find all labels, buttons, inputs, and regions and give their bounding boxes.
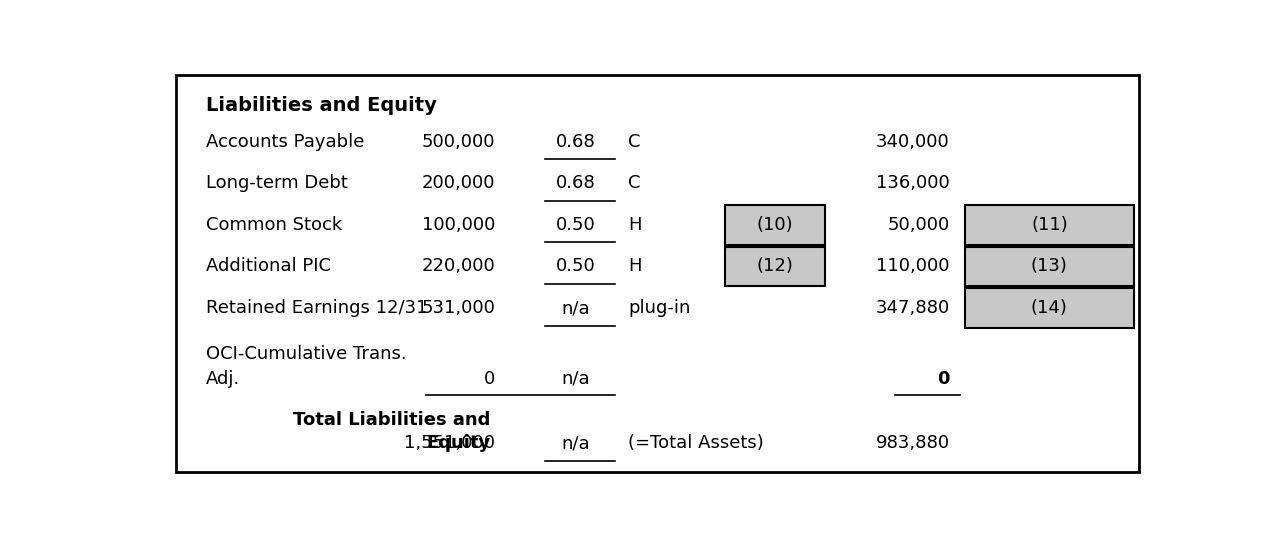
Bar — [965, 288, 1135, 328]
Text: 1,551,000: 1,551,000 — [404, 434, 496, 452]
Text: OCI-Cumulative Trans.: OCI-Cumulative Trans. — [206, 345, 407, 363]
Text: Equity: Equity — [426, 434, 491, 452]
Text: 347,880: 347,880 — [876, 299, 949, 317]
Text: 0.68: 0.68 — [555, 133, 595, 151]
Text: Retained Earnings 12/31: Retained Earnings 12/31 — [206, 299, 428, 317]
Text: (12): (12) — [756, 258, 793, 275]
Text: Common Stock: Common Stock — [206, 216, 343, 234]
Text: 220,000: 220,000 — [421, 258, 496, 275]
Text: 100,000: 100,000 — [422, 216, 496, 234]
Text: 0: 0 — [484, 370, 496, 388]
Text: Liabilities and Equity: Liabilities and Equity — [206, 96, 437, 115]
Bar — [725, 205, 824, 245]
Text: n/a: n/a — [562, 370, 590, 388]
Text: (10): (10) — [756, 216, 793, 234]
Text: (13): (13) — [1030, 258, 1068, 275]
Text: 0.50: 0.50 — [555, 258, 595, 275]
Text: 0: 0 — [938, 370, 949, 388]
Text: (14): (14) — [1030, 299, 1068, 317]
Text: 340,000: 340,000 — [876, 133, 949, 151]
Text: 500,000: 500,000 — [422, 133, 496, 151]
Text: Adj.: Adj. — [206, 370, 240, 388]
Text: H: H — [629, 216, 641, 234]
Text: H: H — [629, 258, 641, 275]
Bar — [965, 205, 1135, 245]
Text: 983,880: 983,880 — [876, 434, 949, 452]
Text: 200,000: 200,000 — [422, 174, 496, 192]
Text: Additional PIC: Additional PIC — [206, 258, 331, 275]
Text: Total Liabilities and: Total Liabilities and — [294, 411, 491, 429]
Text: 110,000: 110,000 — [876, 258, 949, 275]
Text: Long-term Debt: Long-term Debt — [206, 174, 348, 192]
Text: 531,000: 531,000 — [421, 299, 496, 317]
Text: 0.68: 0.68 — [555, 174, 595, 192]
Bar — [725, 247, 824, 286]
Text: n/a: n/a — [562, 434, 590, 452]
Text: Accounts Payable: Accounts Payable — [206, 133, 365, 151]
Text: (11): (11) — [1030, 216, 1068, 234]
Text: (=Total Assets): (=Total Assets) — [629, 434, 764, 452]
Bar — [965, 247, 1135, 286]
Text: n/a: n/a — [562, 299, 590, 317]
Text: plug-in: plug-in — [629, 299, 690, 317]
Text: 136,000: 136,000 — [876, 174, 949, 192]
Text: C: C — [629, 174, 640, 192]
Text: C: C — [629, 133, 640, 151]
Text: 0.50: 0.50 — [555, 216, 595, 234]
Text: 50,000: 50,000 — [887, 216, 949, 234]
